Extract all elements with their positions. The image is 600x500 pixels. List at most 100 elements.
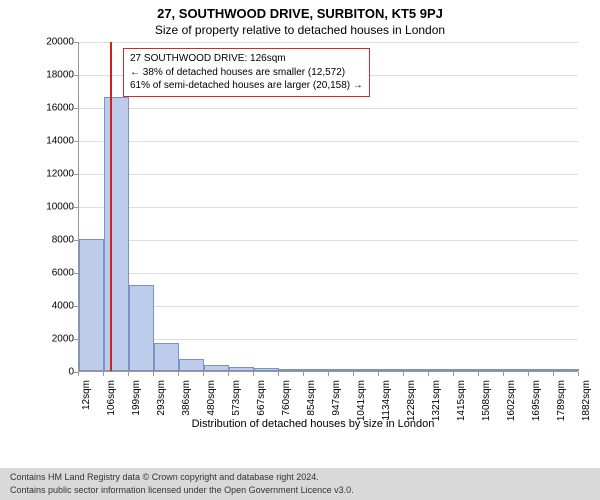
- y-tick-mark: [74, 339, 78, 340]
- histogram-bar: [79, 239, 104, 371]
- x-tick-label: 667sqm: [256, 380, 267, 416]
- chart-title-main: 27, SOUTHWOOD DRIVE, SURBITON, KT5 9PJ: [0, 0, 600, 21]
- x-tick-label: 1415sqm: [456, 380, 467, 421]
- x-tick-label: 1695sqm: [531, 380, 542, 421]
- histogram-bar: [529, 369, 554, 371]
- histogram-bar: [204, 365, 229, 371]
- x-tick-label: 1228sqm: [406, 380, 417, 421]
- y-tick-mark: [74, 108, 78, 109]
- x-tick-label: 1602sqm: [506, 380, 517, 421]
- histogram-bar: [129, 285, 154, 371]
- x-tick-mark: [153, 372, 154, 376]
- histogram-bar: [379, 369, 404, 371]
- histogram-bar: [404, 369, 429, 371]
- info-line-3: 61% of semi-detached houses are larger (…: [130, 79, 363, 93]
- x-tick-mark: [378, 372, 379, 376]
- x-tick-label: 760sqm: [281, 380, 292, 416]
- marker-line: [110, 42, 112, 371]
- footer: Contains HM Land Registry data © Crown c…: [0, 468, 600, 500]
- footer-line-1: Contains HM Land Registry data © Crown c…: [10, 471, 590, 484]
- y-tick-label: 14000: [24, 136, 74, 147]
- grid-line: [79, 240, 578, 241]
- x-tick-label: 1321sqm: [431, 380, 442, 421]
- x-tick-mark: [128, 372, 129, 376]
- histogram-bar: [454, 369, 479, 371]
- y-tick-mark: [74, 273, 78, 274]
- y-tick-label: 4000: [24, 301, 74, 312]
- histogram-bar: [279, 369, 304, 371]
- histogram-bar: [304, 369, 329, 371]
- histogram-bar: [254, 368, 279, 371]
- x-tick-label: 293sqm: [156, 380, 167, 416]
- x-tick-label: 1134sqm: [381, 380, 392, 420]
- grid-line: [79, 108, 578, 109]
- x-tick-label: 947sqm: [331, 380, 342, 416]
- grid-line: [79, 141, 578, 142]
- x-tick-mark: [503, 372, 504, 376]
- x-tick-mark: [203, 372, 204, 376]
- x-tick-mark: [328, 372, 329, 376]
- x-tick-mark: [553, 372, 554, 376]
- footer-line-2: Contains public sector information licen…: [10, 484, 590, 497]
- x-tick-mark: [228, 372, 229, 376]
- x-tick-mark: [403, 372, 404, 376]
- x-tick-label: 854sqm: [306, 380, 317, 416]
- x-tick-mark: [103, 372, 104, 376]
- x-tick-label: 1041sqm: [356, 380, 367, 421]
- histogram-bar: [104, 97, 129, 371]
- x-tick-mark: [178, 372, 179, 376]
- x-tick-mark: [453, 372, 454, 376]
- y-tick-label: 6000: [24, 268, 74, 279]
- info-line-2: ← 38% of detached houses are smaller (12…: [130, 66, 363, 80]
- y-tick-mark: [74, 42, 78, 43]
- x-tick-label: 1882sqm: [581, 380, 592, 421]
- info-line-1: 27 SOUTHWOOD DRIVE: 126sqm: [130, 52, 363, 66]
- x-tick-label: 1789sqm: [556, 380, 567, 421]
- x-tick-mark: [578, 372, 579, 376]
- histogram-bar: [429, 369, 454, 371]
- x-tick-label: 573sqm: [231, 380, 242, 416]
- y-tick-mark: [74, 174, 78, 175]
- x-tick-label: 1508sqm: [481, 380, 492, 421]
- y-tick-label: 20000: [24, 37, 74, 48]
- y-tick-mark: [74, 207, 78, 208]
- plot-area: 27 SOUTHWOOD DRIVE: 126sqm ← 38% of deta…: [78, 42, 578, 372]
- x-tick-mark: [353, 372, 354, 376]
- grid-line: [79, 273, 578, 274]
- x-tick-label: 480sqm: [206, 380, 217, 416]
- x-tick-mark: [253, 372, 254, 376]
- x-tick-mark: [78, 372, 79, 376]
- chart-title-sub: Size of property relative to detached ho…: [0, 21, 600, 37]
- y-tick-label: 12000: [24, 169, 74, 180]
- x-axis-label: Distribution of detached houses by size …: [48, 418, 578, 458]
- x-tick-label: 106sqm: [106, 380, 117, 416]
- y-tick-mark: [74, 240, 78, 241]
- x-tick-label: 386sqm: [181, 380, 192, 416]
- x-tick-mark: [528, 372, 529, 376]
- info-box: 27 SOUTHWOOD DRIVE: 126sqm ← 38% of deta…: [123, 48, 370, 97]
- histogram-bar: [554, 369, 579, 371]
- x-tick-mark: [478, 372, 479, 376]
- x-tick-mark: [428, 372, 429, 376]
- histogram-bar: [154, 343, 179, 371]
- y-tick-label: 0: [24, 367, 74, 378]
- x-tick-label: 12sqm: [81, 380, 92, 410]
- y-tick-label: 2000: [24, 334, 74, 345]
- y-tick-label: 8000: [24, 235, 74, 246]
- y-tick-label: 16000: [24, 103, 74, 114]
- grid-line: [79, 42, 578, 43]
- histogram-bar: [354, 369, 379, 371]
- histogram-bar: [479, 369, 504, 371]
- y-tick-label: 10000: [24, 202, 74, 213]
- histogram-bar: [229, 367, 254, 371]
- y-tick-mark: [74, 141, 78, 142]
- histogram-bar: [329, 369, 354, 371]
- x-tick-label: 199sqm: [131, 380, 142, 416]
- grid-line: [79, 174, 578, 175]
- x-tick-mark: [278, 372, 279, 376]
- y-tick-label: 18000: [24, 70, 74, 81]
- x-tick-mark: [303, 372, 304, 376]
- histogram-bar: [179, 359, 204, 371]
- y-tick-mark: [74, 75, 78, 76]
- chart-container: Number of detached properties 27 SOUTHWO…: [48, 42, 578, 412]
